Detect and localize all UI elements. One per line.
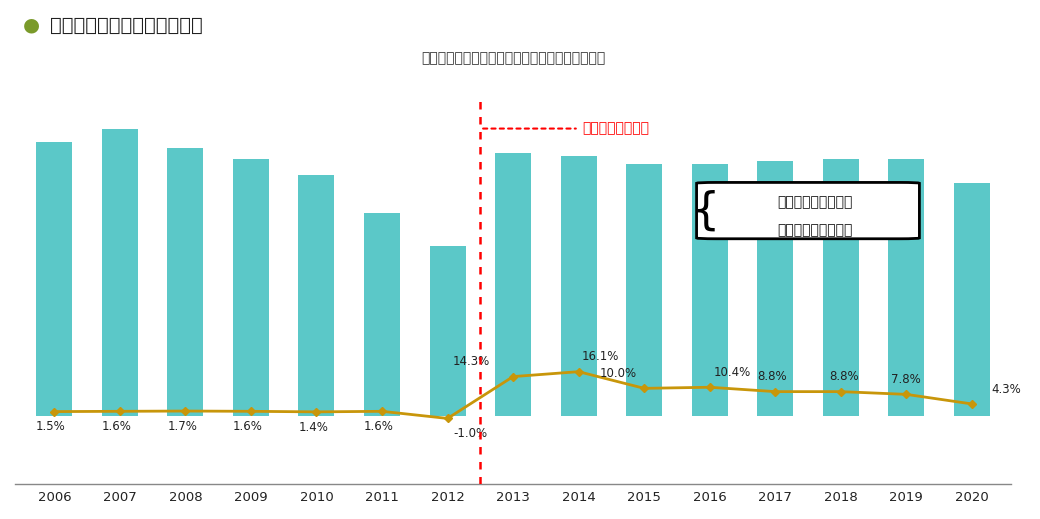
Text: 1.6%: 1.6%	[364, 420, 394, 433]
Bar	[102, 129, 138, 416]
Bar	[561, 156, 597, 416]
Text: 1.5%: 1.5%	[36, 420, 66, 433]
Bar	[757, 161, 794, 416]
Text: 1.6%: 1.6%	[102, 420, 131, 433]
Bar	[692, 164, 728, 416]
Bar	[626, 164, 662, 416]
Text: レジャー事業は一時的に増収: レジャー事業は一時的に増収	[50, 16, 203, 35]
Text: 1.4%: 1.4%	[298, 421, 329, 434]
Bar	[233, 159, 269, 416]
Text: 10.4%: 10.4%	[714, 366, 751, 379]
Text: スカイツリー完成: スカイツリー完成	[582, 121, 649, 135]
Text: {: {	[692, 189, 720, 232]
Text: 16.1%: 16.1%	[582, 350, 619, 363]
FancyBboxPatch shape	[697, 183, 919, 239]
Bar	[888, 159, 925, 416]
Bar	[167, 148, 204, 416]
Text: 4.3%: 4.3%	[991, 383, 1021, 395]
Bar	[954, 183, 990, 416]
Text: 1.7%: 1.7%	[167, 420, 197, 433]
Text: 一時的に収益が拡大: 一時的に収益が拡大	[777, 223, 852, 237]
Text: 14.3%: 14.3%	[452, 356, 490, 368]
Bar	[430, 246, 466, 416]
Bar	[298, 175, 335, 416]
Text: ●: ●	[23, 16, 40, 35]
Text: 8.8%: 8.8%	[829, 371, 859, 384]
Text: -1.0%: -1.0%	[453, 427, 488, 440]
Text: 10.0%: 10.0%	[599, 367, 636, 380]
Bar	[823, 159, 859, 416]
Text: 7.8%: 7.8%	[891, 373, 921, 386]
Bar	[495, 153, 531, 416]
Text: スカイツリー完成後: スカイツリー完成後	[777, 195, 852, 209]
Title: レジャー事業：売上高と営業利益率の推移（％）: レジャー事業：売上高と営業利益率の推移（％）	[421, 51, 605, 65]
Text: 8.8%: 8.8%	[757, 371, 787, 384]
Text: 1.6%: 1.6%	[233, 420, 262, 433]
Bar	[36, 142, 73, 416]
Bar	[364, 213, 400, 416]
